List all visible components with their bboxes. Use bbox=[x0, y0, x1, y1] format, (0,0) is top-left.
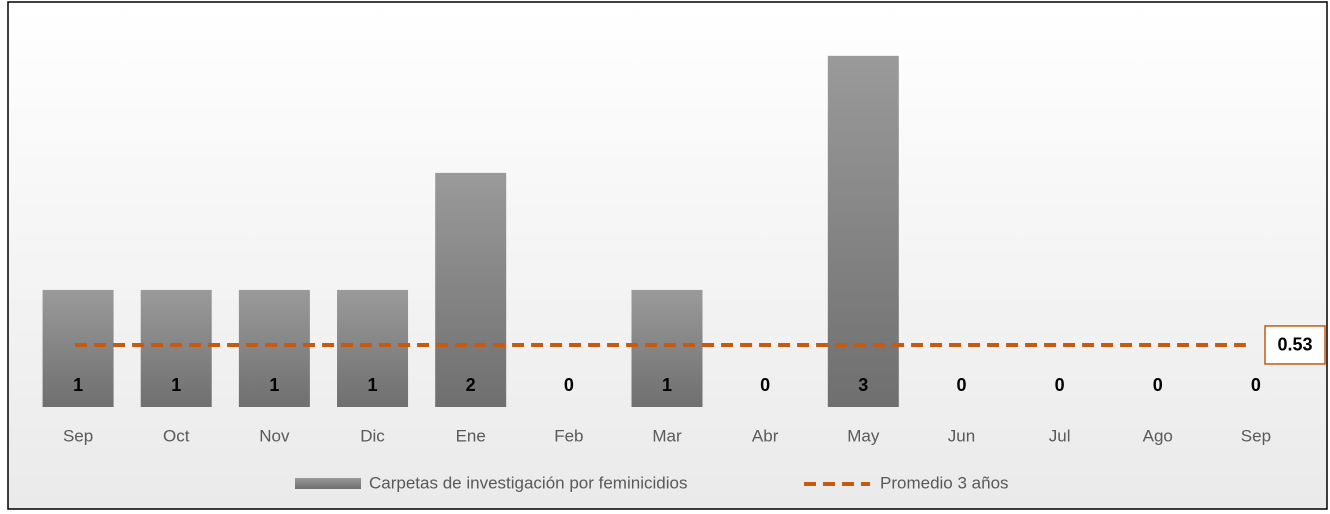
x-tick-label: Jul bbox=[1049, 426, 1071, 445]
x-tick-label: Oct bbox=[163, 426, 190, 445]
bar-value-label: 0 bbox=[1055, 375, 1065, 395]
x-tick-label: Nov bbox=[259, 426, 290, 445]
legend-swatch bbox=[295, 478, 361, 489]
x-tick-label: Sep bbox=[1241, 426, 1271, 445]
bar-value-label: 0 bbox=[1153, 375, 1163, 395]
bar-value-label: 1 bbox=[73, 375, 83, 395]
bar-value-label: 0 bbox=[956, 375, 966, 395]
bar bbox=[42, 289, 114, 407]
bar-value-label: 1 bbox=[171, 375, 181, 395]
bar bbox=[238, 289, 310, 407]
bar-value-label: 1 bbox=[368, 375, 378, 395]
legend-label: Carpetas de investigación por feminicidi… bbox=[369, 473, 687, 492]
bar-value-label: 0 bbox=[1251, 375, 1261, 395]
chart-frame bbox=[7, 1, 1328, 510]
bar-value-label: 2 bbox=[466, 375, 476, 395]
x-tick-label: Ene bbox=[456, 426, 486, 445]
legend-label: Promedio 3 años bbox=[880, 473, 1009, 492]
line-value-label: 0.53 bbox=[1277, 335, 1312, 355]
x-tick-label: Ago bbox=[1143, 426, 1173, 445]
x-tick-label: May bbox=[847, 426, 880, 445]
bar-value-label: 0 bbox=[760, 375, 770, 395]
bar bbox=[827, 55, 899, 408]
line-label-box bbox=[1264, 325, 1326, 365]
x-tick-label: Feb bbox=[554, 426, 583, 445]
bar-value-label: 1 bbox=[269, 375, 279, 395]
x-tick-label: Abr bbox=[752, 426, 779, 445]
x-tick-label: Dic bbox=[360, 426, 385, 445]
bar bbox=[631, 289, 703, 407]
bar bbox=[337, 289, 409, 407]
x-tick-label: Sep bbox=[63, 426, 93, 445]
x-tick-label: Mar bbox=[652, 426, 682, 445]
bar bbox=[140, 289, 212, 407]
x-tick-label: Jun bbox=[948, 426, 975, 445]
bar-value-label: 0 bbox=[564, 375, 574, 395]
bar bbox=[435, 172, 507, 407]
bar-value-label: 3 bbox=[858, 375, 868, 395]
bar-value-label: 1 bbox=[662, 375, 672, 395]
